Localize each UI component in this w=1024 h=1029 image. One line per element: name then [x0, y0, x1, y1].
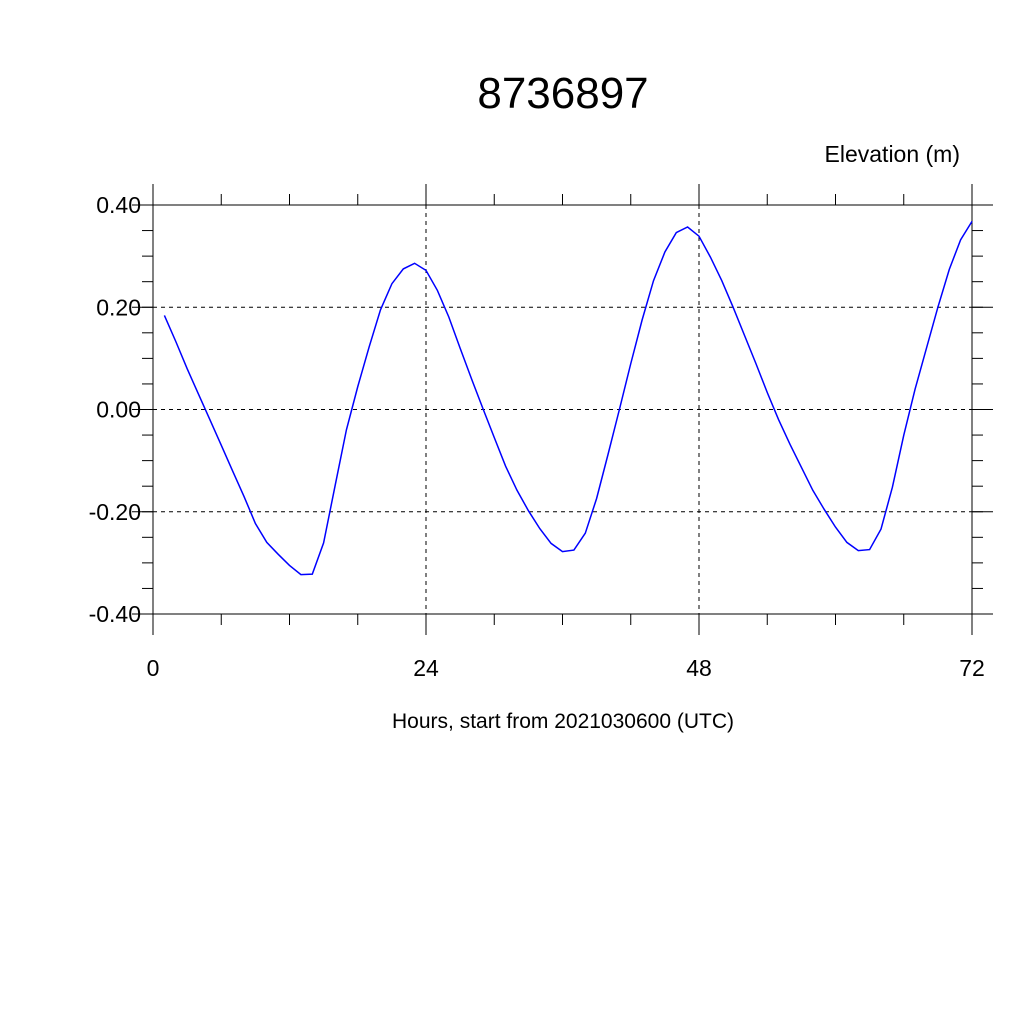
- y-tick-label: 0.40: [96, 192, 141, 218]
- x-tick-label: 48: [686, 655, 712, 681]
- chart-title: 8736897: [477, 69, 648, 118]
- axis-ticks: [132, 184, 993, 635]
- tick-labels: 0 24 48 72 0.40 0.20 0.00 -0.20 -0.40: [89, 192, 985, 681]
- elevation-series-line: [163, 221, 973, 576]
- x-tick-label: 24: [413, 655, 439, 681]
- y-tick-label: 0.00: [96, 397, 141, 423]
- x-tick-label: 0: [147, 655, 160, 681]
- y-axis-label: Elevation (m): [825, 141, 960, 167]
- x-tick-label: 72: [959, 655, 985, 681]
- y-tick-label: -0.40: [89, 601, 141, 627]
- x-axis-label: Hours, start from 2021030600 (UTC): [392, 710, 734, 733]
- y-tick-label: -0.20: [89, 499, 141, 525]
- y-tick-label: 0.20: [96, 294, 141, 320]
- plot-frame: [152, 204, 973, 615]
